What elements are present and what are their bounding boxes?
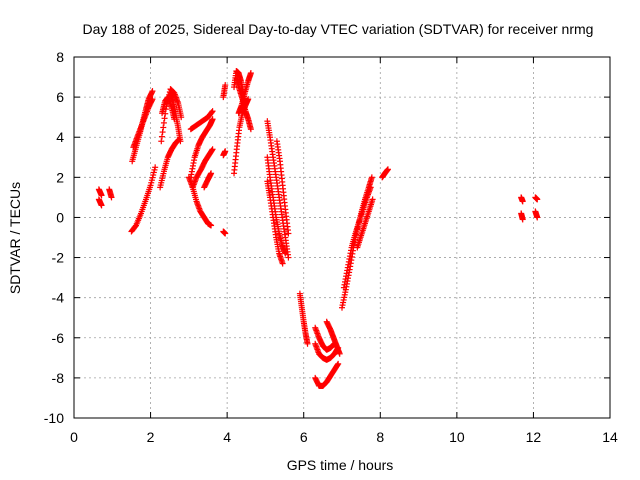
y-axis-label: SDTVAR / TECUs: [7, 182, 23, 294]
x-tick-label: 6: [300, 429, 308, 445]
y-tick-label: 0: [56, 209, 64, 225]
data-point: [149, 88, 156, 95]
x-tick-label: 2: [147, 429, 155, 445]
data-point: [108, 194, 115, 201]
data-point: [285, 230, 292, 237]
data-point: [161, 115, 168, 122]
data-point: [247, 126, 254, 133]
x-tick-label: 4: [223, 429, 231, 445]
x-tick-labels: 0 2 4 6 8 10 12 14: [70, 429, 618, 445]
data-point: [98, 192, 105, 199]
data-point: [368, 174, 375, 181]
data-point: [519, 198, 526, 205]
data-point: [158, 138, 165, 145]
plot-frame: [73, 56, 611, 419]
data-point: [208, 109, 215, 116]
x-tick-label: 14: [602, 429, 618, 445]
data-points: [95, 68, 541, 389]
data-point: [369, 196, 376, 203]
data-point: [222, 230, 229, 237]
x-tick-label: 0: [70, 429, 78, 445]
data-point: [285, 254, 292, 261]
x-tick-label: 8: [376, 429, 384, 445]
data-point: [304, 340, 311, 347]
chart-title: Day 188 of 2025, Sidereal Day-to-day VTE…: [83, 21, 594, 37]
x-tick-label: 10: [449, 429, 465, 445]
grid: [74, 57, 610, 418]
data-point: [209, 146, 216, 153]
data-point: [384, 166, 391, 173]
data-point: [209, 108, 216, 115]
y-tick-labels: -10 -8 -6 -4 -2 0 2 4 6 8: [44, 49, 64, 426]
y-tick-label: 6: [56, 89, 64, 105]
y-tick-label: -6: [52, 330, 65, 346]
y-tick-label: -4: [52, 290, 65, 306]
data-point: [247, 70, 254, 77]
y-tick-label: -10: [44, 410, 64, 426]
data-point: [282, 250, 289, 257]
axis-ticks: [73, 56, 611, 419]
y-tick-label: -2: [52, 250, 65, 266]
data-point: [279, 260, 286, 267]
x-tick-label: 12: [526, 429, 542, 445]
y-tick-label: -8: [52, 370, 65, 386]
data-point: [222, 82, 229, 89]
data-point: [152, 164, 159, 171]
data-point: [160, 119, 167, 126]
data-point: [209, 116, 216, 123]
data-point: [149, 96, 156, 103]
data-point: [208, 170, 215, 177]
data-point: [208, 222, 215, 229]
data-point: [534, 214, 541, 221]
data-point: [176, 136, 183, 143]
data-point: [336, 350, 343, 357]
data-point: [534, 196, 541, 203]
data-point: [335, 360, 342, 367]
data-point: [222, 148, 229, 155]
data-point: [158, 133, 165, 140]
y-tick-label: 2: [56, 169, 64, 185]
x-axis-label: GPS time / hours: [287, 457, 394, 473]
data-point: [160, 124, 167, 131]
y-tick-label: 8: [56, 49, 64, 65]
data-point: [159, 129, 166, 136]
data-point: [367, 184, 374, 191]
y-tick-label: 4: [56, 129, 64, 145]
data-point: [245, 96, 252, 103]
data-point: [98, 202, 105, 209]
data-point: [519, 216, 526, 223]
